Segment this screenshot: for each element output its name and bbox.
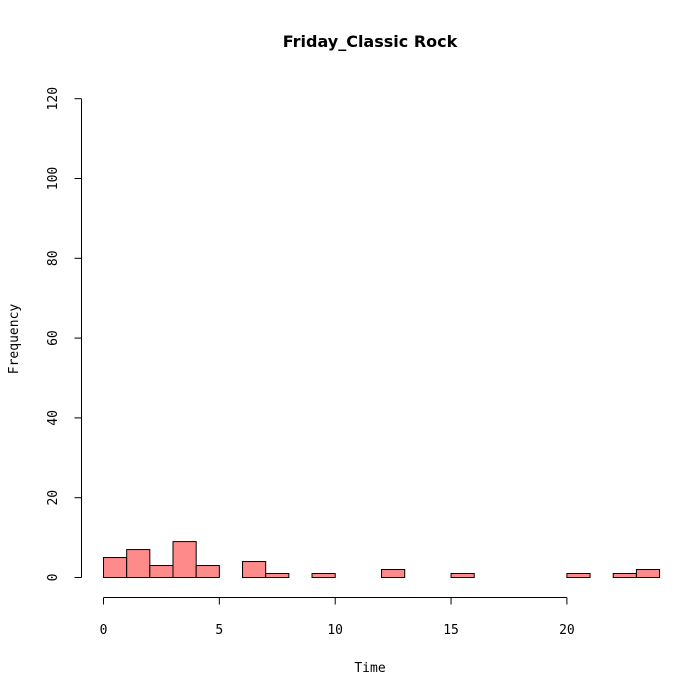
y-tick-label: 80 bbox=[46, 250, 61, 266]
histogram-bars bbox=[103, 541, 661, 579]
y-axis-label: Frequency bbox=[7, 304, 22, 375]
x-tick-label: 0 bbox=[100, 623, 108, 638]
histogram-bar bbox=[126, 549, 151, 579]
histogram-bar bbox=[450, 573, 475, 579]
histogram-bar bbox=[381, 569, 406, 579]
y-axis: 0 20 40 60 80 100 120 bbox=[46, 87, 82, 581]
histogram-bar bbox=[149, 565, 174, 579]
histogram-bar bbox=[172, 541, 197, 579]
y-tick-label: 100 bbox=[46, 167, 61, 190]
x-axis: 0 5 10 15 20 bbox=[100, 597, 575, 638]
histogram-bar bbox=[635, 569, 661, 579]
x-tick-label: 15 bbox=[443, 623, 459, 638]
x-tick-label: 20 bbox=[559, 623, 575, 638]
y-tick-label: 40 bbox=[46, 410, 61, 426]
histogram-bar bbox=[566, 573, 591, 579]
histogram-bar bbox=[195, 565, 220, 579]
x-tick-label: 10 bbox=[327, 623, 343, 638]
y-tick-label: 0 bbox=[46, 574, 61, 582]
y-tick-label: 120 bbox=[46, 87, 61, 110]
histogram-bar bbox=[242, 561, 267, 578]
chart-title: Friday_Classic Rock bbox=[283, 32, 458, 51]
histogram-bar bbox=[265, 573, 290, 579]
histogram-bar bbox=[311, 573, 336, 579]
histogram-bar bbox=[103, 557, 128, 578]
x-axis-label: Time bbox=[354, 661, 385, 676]
x-tick-label: 5 bbox=[215, 623, 223, 638]
y-tick-label: 60 bbox=[46, 330, 61, 346]
y-tick-label: 20 bbox=[46, 490, 61, 506]
histogram-bar bbox=[612, 573, 637, 579]
